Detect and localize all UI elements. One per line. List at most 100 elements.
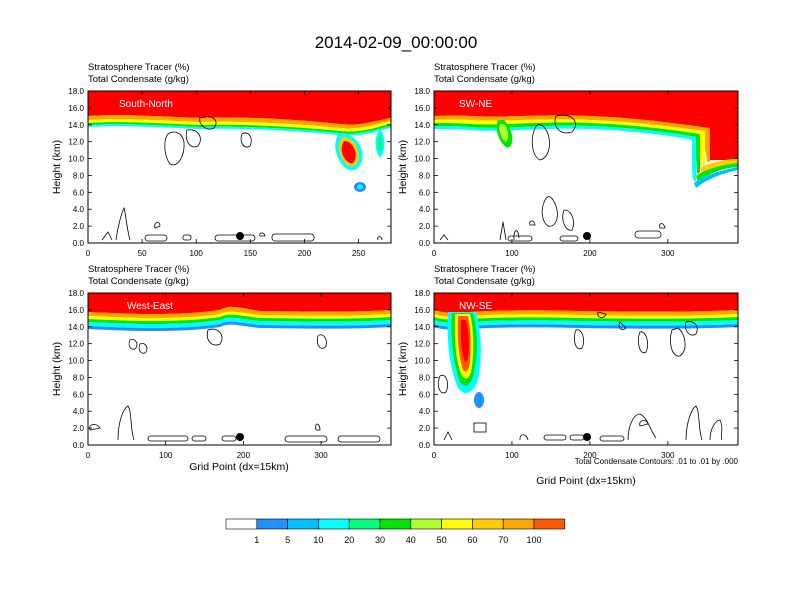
colorbar-label: 70 — [498, 535, 508, 545]
y-tick-label: 16.0 — [68, 306, 84, 315]
y-tick-label: 4.0 — [73, 205, 85, 214]
plot-frame — [87, 292, 392, 446]
panel-header-line2: Total Condensate (g/kg) — [88, 74, 189, 85]
y-tick-label: 12.0 — [68, 340, 84, 349]
colorbar-swatch — [472, 518, 504, 530]
panel-header-line1: Stratosphere Tracer (%) — [434, 62, 535, 73]
y-tick-label: 4.0 — [73, 407, 85, 416]
x-axis-label: Grid Point (dx=15km) — [189, 461, 289, 473]
colorbar-swatch — [287, 518, 319, 530]
panel-label: NW-SE — [459, 301, 492, 312]
panel-header-line2: Total Condensate (g/kg) — [88, 276, 189, 287]
y-tick-label: 2.0 — [419, 222, 431, 231]
tracer-band-60 — [88, 115, 391, 129]
y-tick-label: 10.0 — [414, 155, 430, 164]
y-tick-label: 18.0 — [414, 87, 430, 96]
y-tick-label: 10.0 — [68, 357, 84, 366]
y-axis-label: Height (km) — [51, 342, 63, 396]
colorbar-swatch — [502, 518, 535, 530]
panel-header-line1: Stratosphere Tracer (%) — [434, 264, 535, 275]
y-tick-label: 12.0 — [414, 340, 430, 349]
plot-frame — [433, 292, 739, 446]
axis-ticks: 0 100 200 300 0.0 2.0 4.0 6.0 8.0 10.0 12.0 14.0 16.… — [414, 289, 738, 460]
y-tick-label: 2.0 — [73, 222, 85, 231]
panel-label: West-East — [127, 301, 173, 312]
location-marker — [236, 232, 244, 240]
y-tick-label: 6.0 — [73, 390, 85, 399]
y-tick-label: 8.0 — [73, 171, 85, 180]
x-tick-label: 300 — [314, 451, 328, 460]
x-tick-label: 200 — [583, 249, 597, 258]
contour-note: Total Condensate Contours: .01 to .01 by… — [575, 457, 739, 466]
plot-area: West-East — [88, 293, 391, 445]
colorbar-swatch — [441, 518, 473, 530]
y-axis-label: Height (km) — [397, 140, 409, 194]
colorbar-label: 1 — [254, 535, 259, 545]
colorbar-label: 30 — [375, 535, 385, 545]
panel-label: SW-NE — [459, 99, 492, 110]
y-tick-label: 10.0 — [68, 155, 84, 164]
panel-sw-ne: Stratosphere Tracer (%) Total Condensate… — [397, 62, 739, 258]
x-tick-label: 50 — [138, 249, 147, 258]
panel-header-line2: Total Condensate (g/kg) — [434, 276, 535, 287]
panel-header-line1: Stratosphere Tracer (%) — [88, 264, 189, 275]
plot-frame — [433, 90, 739, 244]
x-tick-label: 150 — [244, 249, 258, 258]
colorbar-label: 50 — [437, 535, 447, 545]
panel-header-line1: Stratosphere Tracer (%) — [88, 62, 189, 73]
x-tick-label: 300 — [661, 249, 675, 258]
y-tick-label: 0.0 — [73, 239, 85, 248]
colorbar-label: 5 — [285, 535, 290, 545]
figure-title: 2014-02-09_00:00:00 — [314, 33, 478, 52]
x-tick-label: 0 — [86, 451, 91, 460]
colorbar-label: 100 — [526, 535, 541, 545]
tracer-band-40 — [88, 119, 391, 132]
colorbar-swatch — [379, 518, 412, 530]
plot-frame — [87, 90, 392, 244]
panel-south-north: Stratosphere Tracer (%) Total Condensate… — [51, 62, 392, 258]
panel-nw-se: Stratosphere Tracer (%) Total Condensate… — [397, 264, 739, 487]
y-tick-label: 12.0 — [414, 138, 430, 147]
y-tick-label: 0.0 — [419, 239, 431, 248]
y-tick-label: 6.0 — [73, 188, 85, 197]
y-tick-label: 18.0 — [68, 289, 84, 298]
y-tick-label: 10.0 — [414, 357, 430, 366]
colorbar-swatch — [533, 518, 566, 530]
x-tick-label: 250 — [352, 249, 366, 258]
y-tick-label: 14.0 — [68, 323, 84, 332]
y-tick-label: 16.0 — [414, 104, 430, 113]
x-tick-label: 100 — [190, 249, 204, 258]
y-tick-label: 16.0 — [414, 306, 430, 315]
y-tick-label: 18.0 — [68, 87, 84, 96]
y-tick-label: 0.0 — [73, 441, 85, 450]
x-tick-label: 100 — [505, 249, 519, 258]
colorbar-swatch — [256, 518, 288, 530]
colorbar-label: 40 — [406, 535, 416, 545]
x-tick-label: 0 — [432, 249, 437, 258]
colorbar-label: 60 — [467, 535, 477, 545]
panel-header-line2: Total Condensate (g/kg) — [434, 74, 535, 85]
y-tick-label: 16.0 — [68, 104, 84, 113]
location-marker — [583, 232, 591, 240]
panel-label: South-North — [119, 99, 173, 110]
y-tick-label: 2.0 — [73, 424, 85, 433]
x-tick-label: 200 — [298, 249, 312, 258]
y-tick-label: 18.0 — [414, 289, 430, 298]
y-tick-label: 14.0 — [414, 323, 430, 332]
x-tick-label: 300 — [661, 451, 675, 460]
colorbar-swatch — [225, 518, 258, 530]
x-tick-label: 0 — [432, 451, 437, 460]
y-tick-label: 8.0 — [73, 373, 85, 382]
colorbar-label: 20 — [344, 535, 354, 545]
axis-ticks: 0 100 200 300 0.0 2.0 4.0 6.0 8.0 10.0 12.0 14.0 16.… — [68, 289, 391, 460]
y-tick-label: 2.0 — [419, 424, 431, 433]
location-marker — [583, 433, 591, 441]
location-marker — [236, 433, 244, 441]
x-axis-label: Grid Point (dx=15km) — [536, 475, 636, 487]
y-tick-label: 12.0 — [68, 138, 84, 147]
plot-area: South-North — [88, 91, 391, 243]
x-tick-label: 200 — [583, 451, 597, 460]
y-tick-label: 6.0 — [419, 390, 431, 399]
y-tick-label: 8.0 — [419, 373, 431, 382]
